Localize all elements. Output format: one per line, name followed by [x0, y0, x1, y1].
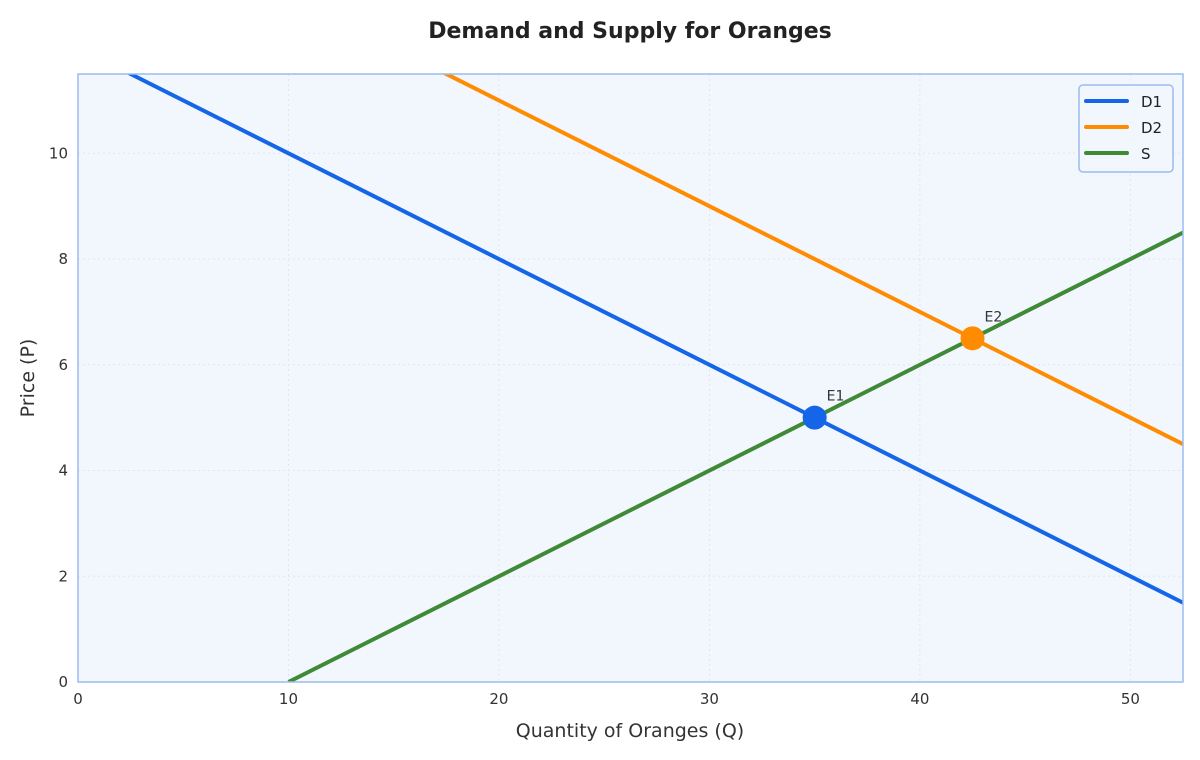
y-axis-label: Price (P)	[17, 339, 39, 418]
x-tick-label: 40	[910, 690, 929, 708]
point-label-e2: E2	[985, 309, 1003, 325]
y-tick-label: 8	[58, 250, 68, 268]
ticks: 0 10 20 30 40 50 0 2 4 6 8 10	[49, 144, 1140, 708]
point-label-e1: E1	[827, 389, 845, 405]
legend-label-d1: D1	[1141, 93, 1162, 111]
x-tick-label: 10	[279, 690, 298, 708]
x-tick-label: 0	[73, 690, 83, 708]
plot-area	[78, 74, 1183, 682]
x-tick-label: 30	[700, 690, 719, 708]
point-e1	[802, 405, 827, 430]
x-axis-label: Quantity of Oranges (Q)	[516, 720, 744, 742]
legend-label-d2: D2	[1141, 119, 1162, 137]
equilibrium-points: E1 E2	[802, 309, 1003, 430]
plot-frame	[77, 73, 1184, 683]
x-tick-label: 50	[1121, 690, 1140, 708]
point-e2	[960, 326, 985, 351]
y-tick-label: 0	[58, 673, 68, 691]
series-line-d1	[126, 74, 1183, 605]
x-tick-label: 20	[489, 690, 508, 708]
legend: D1 D2 S	[1078, 84, 1174, 173]
y-tick-label: 2	[58, 567, 68, 585]
series-line-d2	[441, 74, 1183, 447]
chart-title: Demand and Supply for Oranges	[428, 19, 832, 44]
y-tick-label: 10	[49, 144, 68, 162]
y-tick-label: 6	[58, 356, 68, 374]
y-tick-label: 4	[58, 462, 68, 480]
legend-label-s: S	[1141, 145, 1151, 163]
